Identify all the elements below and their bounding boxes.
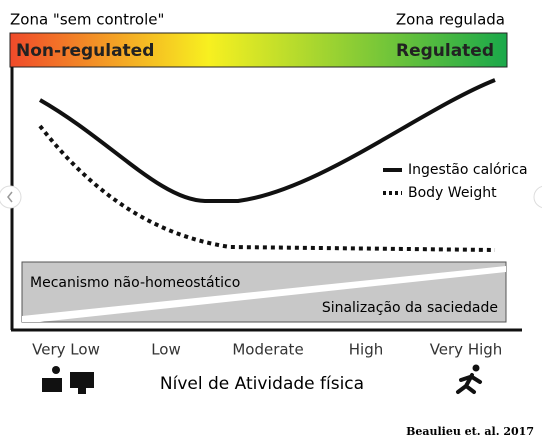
x-category: Moderate	[232, 341, 303, 359]
running-icon	[456, 364, 482, 394]
divider-stripe	[22, 266, 506, 322]
x-category: Low	[151, 341, 181, 359]
carousel-next[interactable]	[533, 185, 542, 209]
legend-dotted-label: Body Weight	[408, 185, 497, 201]
legend-solid-label: Ingestão calórica	[408, 162, 528, 178]
x-category: Very Low	[32, 341, 100, 359]
bar-left: Non-regulated	[16, 41, 154, 61]
source: Beaulieu et. al. 2017	[406, 425, 534, 438]
dotted-curve	[38, 124, 496, 252]
carousel-prev-arrow	[7, 191, 13, 203]
bar-right: Regulated	[396, 41, 494, 61]
x-axis-title: Nível de Atividade física	[160, 374, 364, 394]
left-zone: Zona "sem controle"	[10, 11, 164, 29]
gradient-bar	[9, 32, 508, 68]
right-zone: Zona regulada	[396, 11, 505, 29]
box-bottom-label: Sinalização da saciedade	[322, 300, 498, 316]
solid-curve	[39, 78, 496, 203]
box-top-label: Mecanismo não-homeostático	[30, 275, 240, 291]
sedentary-icon	[42, 366, 94, 394]
x-category: High	[349, 341, 383, 359]
carousel-prev[interactable]	[0, 185, 22, 209]
x-category: Very High	[430, 341, 503, 359]
